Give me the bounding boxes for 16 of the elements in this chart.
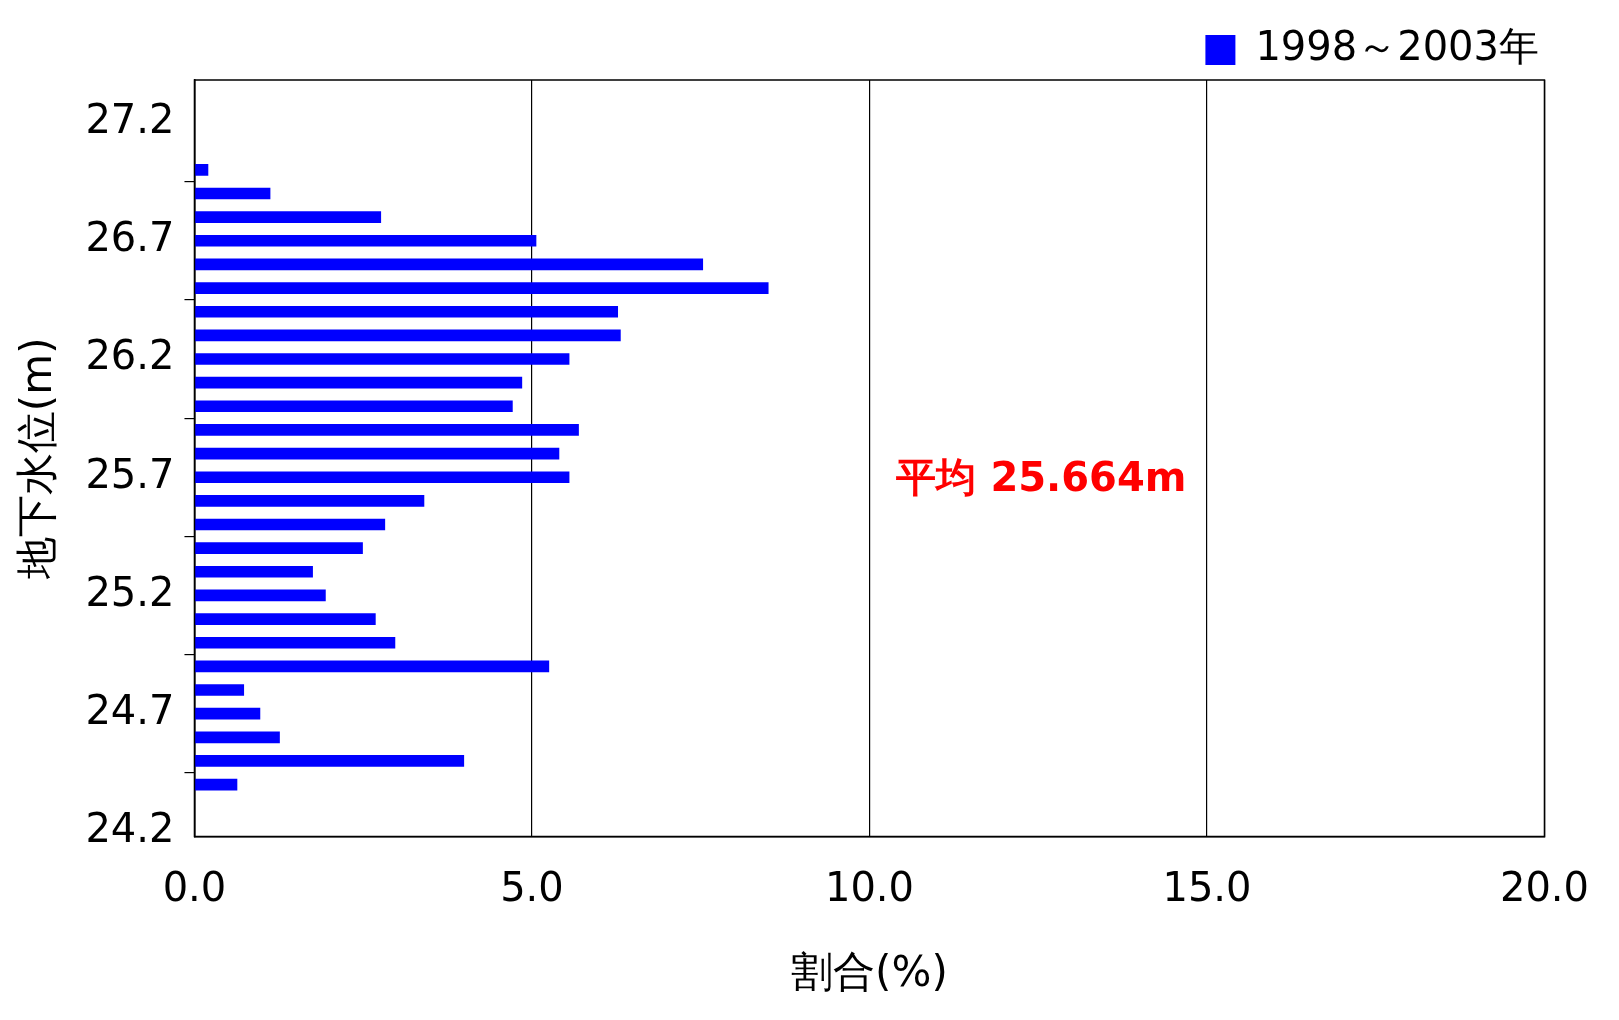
x-tick-label: 0.0: [162, 863, 227, 910]
y-tick-label: 24.2: [85, 805, 175, 852]
x-tick-label: 15.0: [1162, 863, 1252, 910]
x-tick-label: 10.0: [824, 863, 914, 910]
x-tick-label: 5.0: [500, 863, 564, 910]
y-tick-label: 26.7: [85, 214, 175, 261]
y-tick-label: 26.2: [85, 332, 175, 379]
y-axis-title: 地下水位(m): [12, 337, 62, 581]
y-tick-label: 25.2: [85, 568, 175, 615]
y-tick-label: 25.7: [85, 450, 175, 497]
y-tick-label: 27.2: [85, 95, 175, 142]
x-tick-label: 20.0: [1499, 863, 1589, 910]
legend-label: 1998～2003年: [1255, 23, 1539, 70]
annotation: 平均 25.664m: [895, 454, 1187, 501]
x-axis-title: 割合(%): [791, 946, 948, 996]
y-tick-label: 24.7: [85, 687, 175, 734]
